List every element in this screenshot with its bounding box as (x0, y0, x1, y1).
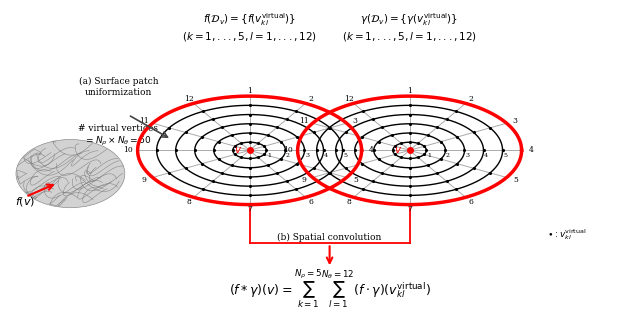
Text: 5: 5 (503, 153, 507, 158)
Text: 4: 4 (324, 153, 328, 158)
Text: 1: 1 (427, 153, 431, 158)
Text: 4: 4 (529, 146, 534, 154)
Text: $\bullet : v_{kl}^{\mathrm{virtual}}$: $\bullet : v_{kl}^{\mathrm{virtual}}$ (547, 228, 587, 242)
Text: 7: 7 (407, 206, 412, 214)
Text: 5: 5 (513, 176, 518, 184)
Text: 10: 10 (123, 146, 132, 154)
Text: 6: 6 (468, 197, 473, 206)
Text: 6: 6 (308, 197, 313, 206)
Text: 1: 1 (407, 87, 412, 95)
Text: (a) Surface patch
uniformization: (a) Surface patch uniformization (79, 77, 158, 96)
Ellipse shape (16, 140, 125, 208)
Text: 1: 1 (247, 87, 252, 95)
Text: 3: 3 (353, 117, 358, 125)
Text: 5: 5 (353, 176, 358, 184)
Text: (b) Spatial convolution: (b) Spatial convolution (277, 233, 382, 242)
Text: 4: 4 (369, 146, 374, 154)
Text: 11: 11 (139, 117, 148, 125)
Text: $f(v)$: $f(v)$ (15, 195, 35, 208)
Text: 7: 7 (247, 206, 252, 214)
Text: 3: 3 (465, 153, 469, 158)
Text: 3: 3 (513, 117, 518, 125)
Text: 2: 2 (308, 95, 313, 103)
Text: $v$: $v$ (394, 145, 402, 155)
Text: 9: 9 (141, 176, 147, 184)
Text: 12: 12 (184, 95, 193, 103)
Text: 2: 2 (446, 153, 450, 158)
Text: 5: 5 (343, 153, 347, 158)
Text: 8: 8 (186, 197, 191, 206)
Text: # virtual vertices
$= N_\rho \times N_\theta = 60$: # virtual vertices $= N_\rho \times N_\t… (79, 125, 159, 148)
Text: $\gamma(\mathcal{D}_v) = \{\gamma(v_{kl}^{\mathrm{virtual}})\}$
$(k=1,...,5, l=1: $\gamma(\mathcal{D}_v) = \{\gamma(v_{kl}… (342, 11, 477, 42)
Text: $v$: $v$ (234, 145, 242, 155)
Text: 4: 4 (484, 153, 488, 158)
Text: 8: 8 (346, 197, 351, 206)
Text: 11: 11 (299, 117, 308, 125)
Text: 2: 2 (286, 153, 290, 158)
Text: 9: 9 (301, 176, 307, 184)
Text: 2: 2 (468, 95, 473, 103)
Text: 3: 3 (305, 153, 309, 158)
Text: 1: 1 (267, 153, 271, 158)
Text: 10: 10 (283, 146, 292, 154)
Text: 12: 12 (344, 95, 353, 103)
Text: $f(\mathcal{D}_v) = \{f(v_{kl}^{\mathrm{virtual}})\}$
$(k=1,...,5, l=1,...,12)$: $f(\mathcal{D}_v) = \{f(v_{kl}^{\mathrm{… (182, 11, 317, 42)
Text: $(f * \gamma)(v) = \sum_{k=1}^{N_\rho=5}\sum_{l=1}^{N_\theta=12}(f \cdot \gamma): $(f * \gamma)(v) = \sum_{k=1}^{N_\rho=5}… (228, 267, 431, 310)
